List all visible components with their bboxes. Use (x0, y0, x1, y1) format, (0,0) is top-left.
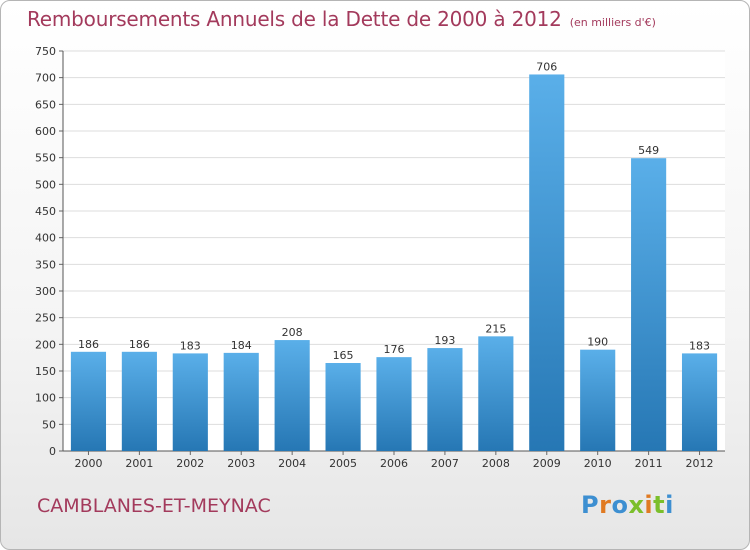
bar-value-label: 186 (129, 338, 150, 351)
bar-value-label: 193 (434, 334, 455, 347)
bar-value-label: 184 (231, 339, 252, 352)
y-tick-label: 100 (35, 392, 56, 405)
logo-letter: i (644, 491, 654, 519)
bar (70, 351, 107, 451)
x-tick-label: 2012 (686, 457, 714, 470)
x-tick-label: 2000 (74, 457, 102, 470)
logo-letter: P (581, 491, 600, 519)
y-tick-label: 50 (42, 418, 56, 431)
x-tick-label: 2011 (635, 457, 663, 470)
bar-value-label: 549 (638, 144, 659, 157)
title-text: Remboursements Annuels de la Dette de 20… (27, 7, 562, 31)
bar (325, 363, 361, 451)
bar (631, 158, 667, 451)
x-tick-label: 2005 (329, 457, 357, 470)
y-tick-label: 350 (35, 258, 56, 271)
commune-name: CAMBLANES-ET-MEYNAC (37, 495, 271, 517)
x-tick-label: 2001 (125, 457, 153, 470)
bar (580, 349, 616, 451)
y-tick-label: 450 (35, 205, 56, 218)
unit-label: (en milliers d'€) (569, 16, 656, 29)
logo-letter: t (653, 491, 666, 519)
y-tick-label: 700 (35, 72, 56, 85)
chart-title: Remboursements Annuels de la Dette de 20… (27, 7, 656, 31)
y-tick-label: 400 (35, 232, 56, 245)
y-tick-label: 300 (35, 285, 56, 298)
x-tick-label: 2008 (482, 457, 510, 470)
bar-value-label: 186 (78, 338, 99, 351)
logo-letter: x (628, 491, 645, 519)
bar-value-label: 165 (333, 349, 354, 362)
bar (376, 357, 412, 451)
y-tick-label: 550 (35, 152, 56, 165)
y-tick-label: 250 (35, 312, 56, 325)
y-tick-label: 200 (35, 338, 56, 351)
proxiti-logo: Proxiti (581, 491, 674, 519)
bar-value-label: 706 (536, 60, 557, 73)
bar (427, 348, 463, 451)
x-tick-label: 2003 (227, 457, 255, 470)
bar-value-label: 215 (485, 322, 506, 335)
x-tick-label: 2007 (431, 457, 459, 470)
bar (121, 351, 157, 451)
y-tick-label: 650 (35, 98, 56, 111)
x-tick-label: 2002 (176, 457, 204, 470)
bar (172, 353, 208, 451)
bar (681, 353, 718, 451)
y-tick-label: 500 (35, 178, 56, 191)
logo-letter: o (611, 491, 629, 519)
bar-value-label: 183 (180, 339, 201, 352)
bar-value-label: 176 (384, 343, 405, 356)
x-tick-label: 2006 (380, 457, 408, 470)
y-tick-label: 750 (35, 45, 56, 58)
y-tick-label: 0 (49, 445, 56, 458)
y-tick-label: 150 (35, 365, 56, 378)
bar (529, 74, 565, 451)
logo-letter: i (665, 491, 674, 519)
logo-letter: r (599, 491, 612, 519)
x-tick-label: 2010 (584, 457, 612, 470)
x-tick-label: 2009 (533, 457, 561, 470)
bar-value-label: 208 (282, 326, 303, 339)
bar (478, 336, 514, 451)
bar-value-label: 190 (587, 336, 608, 349)
y-tick-label: 600 (35, 125, 56, 138)
bar-value-label: 183 (689, 339, 710, 352)
bar (274, 340, 310, 451)
bar (223, 352, 259, 451)
x-tick-label: 2004 (278, 457, 306, 470)
